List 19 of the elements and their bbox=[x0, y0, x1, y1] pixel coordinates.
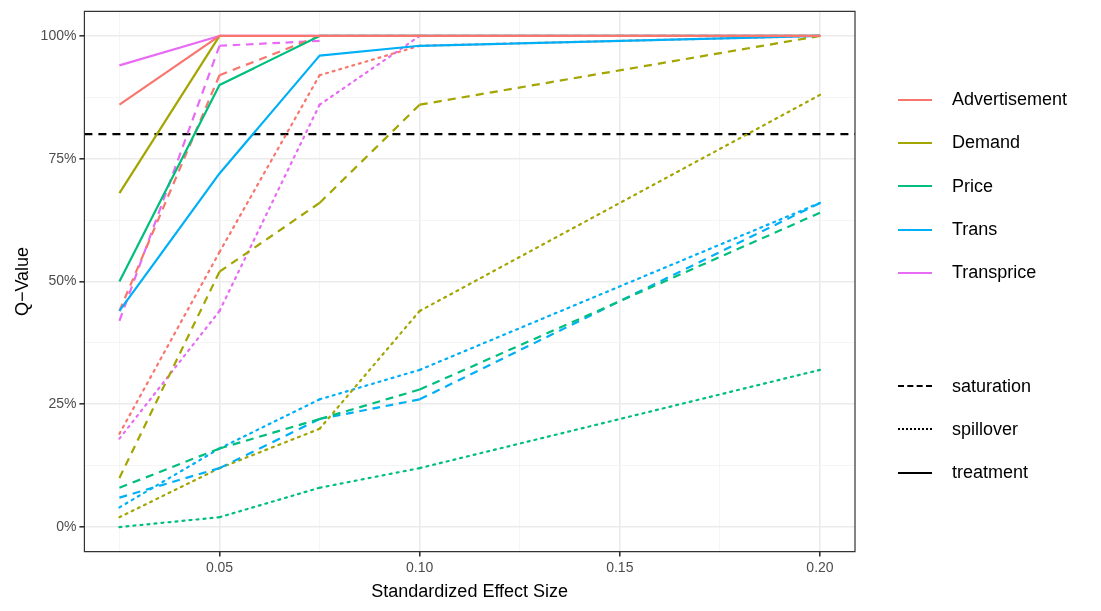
x-tick-label: 0.05 bbox=[205, 558, 234, 575]
y-tick-label: 25% bbox=[48, 395, 77, 412]
legend-label: Advertisement bbox=[952, 89, 1068, 111]
x-tick-label: 0.20 bbox=[806, 558, 834, 575]
y-tick-label: 75% bbox=[48, 149, 77, 166]
legend-label: treatment bbox=[952, 462, 1029, 484]
x-axis-title: Standardized Effect Size bbox=[371, 581, 569, 602]
y-tick-label: 0% bbox=[56, 517, 77, 534]
legend-label: saturation bbox=[952, 375, 1032, 397]
y-axis-title: Q−Value bbox=[11, 246, 32, 317]
y-tick-label: 100% bbox=[40, 26, 77, 43]
legend-label: Price bbox=[952, 175, 994, 197]
legend-label: Demand bbox=[952, 132, 1021, 154]
legend-label: Transprice bbox=[952, 262, 1037, 284]
x-tick-label: 0.15 bbox=[606, 558, 634, 575]
legend-label: Trans bbox=[952, 219, 998, 241]
y-tick-label: 50% bbox=[48, 272, 77, 289]
x-tick-label: 0.10 bbox=[406, 558, 434, 575]
legend-label: spillover bbox=[952, 418, 1019, 440]
